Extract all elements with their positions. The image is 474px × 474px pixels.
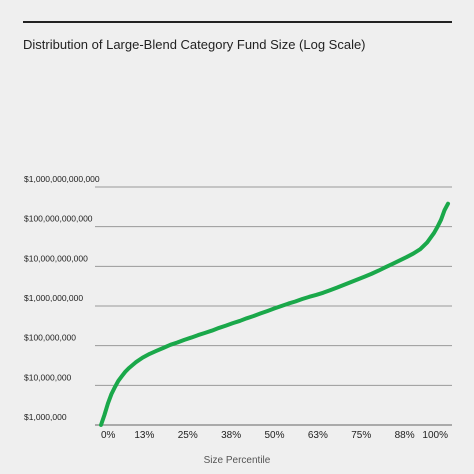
data-point	[134, 360, 138, 364]
data-point	[168, 343, 172, 347]
y-tick-label: $10,000,000	[24, 372, 72, 382]
x-axis-title: Size Percentile	[204, 455, 271, 466]
x-axis-labels: 0% 13% 25% 38% 50% 63% 75% 88% 100%	[101, 430, 448, 441]
data-point	[446, 202, 450, 206]
data-point	[231, 321, 235, 325]
data-point	[120, 374, 124, 378]
chart-title: Distribution of Large-Blend Category Fun…	[23, 37, 366, 52]
data-point	[418, 247, 422, 251]
data-point	[404, 255, 408, 259]
data-point	[328, 288, 332, 292]
x-tick-label: 88%	[395, 430, 415, 441]
data-point	[210, 328, 214, 333]
data-point	[102, 413, 107, 417]
data-point	[161, 346, 166, 350]
data-point	[272, 306, 277, 310]
data-point	[99, 423, 103, 427]
data-point	[182, 338, 186, 342]
data-point	[411, 251, 415, 256]
data-point	[116, 379, 120, 383]
y-tick-label: $100,000,000,000	[24, 214, 93, 224]
x-tick-label: 100%	[422, 430, 448, 441]
data-point	[377, 269, 381, 273]
y-tick-label: $10,000,000,000	[24, 253, 88, 263]
series-layer	[99, 201, 450, 427]
data-point	[245, 316, 249, 320]
data-point	[109, 392, 114, 396]
x-tick-label: 0%	[101, 430, 116, 441]
series-line	[99, 201, 450, 427]
y-tick-label: $1,000,000,000	[24, 293, 83, 303]
data-point	[314, 293, 318, 297]
x-tick-label: 13%	[134, 430, 154, 441]
data-point	[342, 283, 346, 287]
data-point	[203, 331, 207, 335]
y-tick-label: $100,000,000	[24, 333, 76, 343]
data-point	[238, 319, 242, 323]
data-point	[397, 258, 402, 263]
y-tick-label: $1,000,000	[24, 412, 67, 422]
data-point	[217, 326, 221, 330]
data-point	[196, 333, 200, 337]
x-tick-label: 25%	[178, 430, 198, 441]
data-point	[356, 277, 360, 281]
data-point	[293, 299, 297, 304]
data-point	[432, 231, 436, 235]
data-point	[147, 352, 152, 356]
data-point	[113, 385, 117, 389]
data-point	[175, 340, 179, 345]
data-point	[127, 366, 131, 370]
y-axis-labels: $1,000,000 $10,000,000 $100,000,000 $1,000,…	[24, 174, 100, 422]
data-point	[390, 262, 395, 266]
data-point	[224, 324, 228, 328]
data-point	[435, 225, 440, 229]
data-point	[259, 311, 263, 316]
data-point	[370, 272, 374, 276]
x-tick-label: 63%	[308, 430, 328, 441]
data-point	[321, 291, 325, 295]
grid-layer	[95, 186, 452, 426]
y-tick-label: $1,000,000,000,000	[24, 174, 100, 184]
data-point	[123, 370, 127, 374]
x-tick-label: 38%	[221, 430, 241, 441]
data-point	[279, 304, 284, 308]
data-point	[363, 275, 367, 279]
data-point	[189, 335, 193, 340]
data-point	[300, 297, 304, 301]
data-point	[439, 218, 443, 222]
data-point	[265, 309, 270, 313]
data-point	[286, 301, 290, 306]
data-point	[442, 208, 447, 212]
data-point	[141, 356, 145, 360]
x-tick-label: 75%	[351, 430, 371, 441]
data-point	[349, 280, 353, 284]
data-point	[154, 349, 159, 353]
data-point	[335, 286, 339, 290]
data-point	[252, 314, 256, 318]
data-point	[383, 265, 388, 269]
data-point	[106, 401, 110, 406]
data-point	[307, 295, 311, 299]
data-point	[425, 240, 429, 245]
x-tick-label: 50%	[264, 430, 284, 441]
